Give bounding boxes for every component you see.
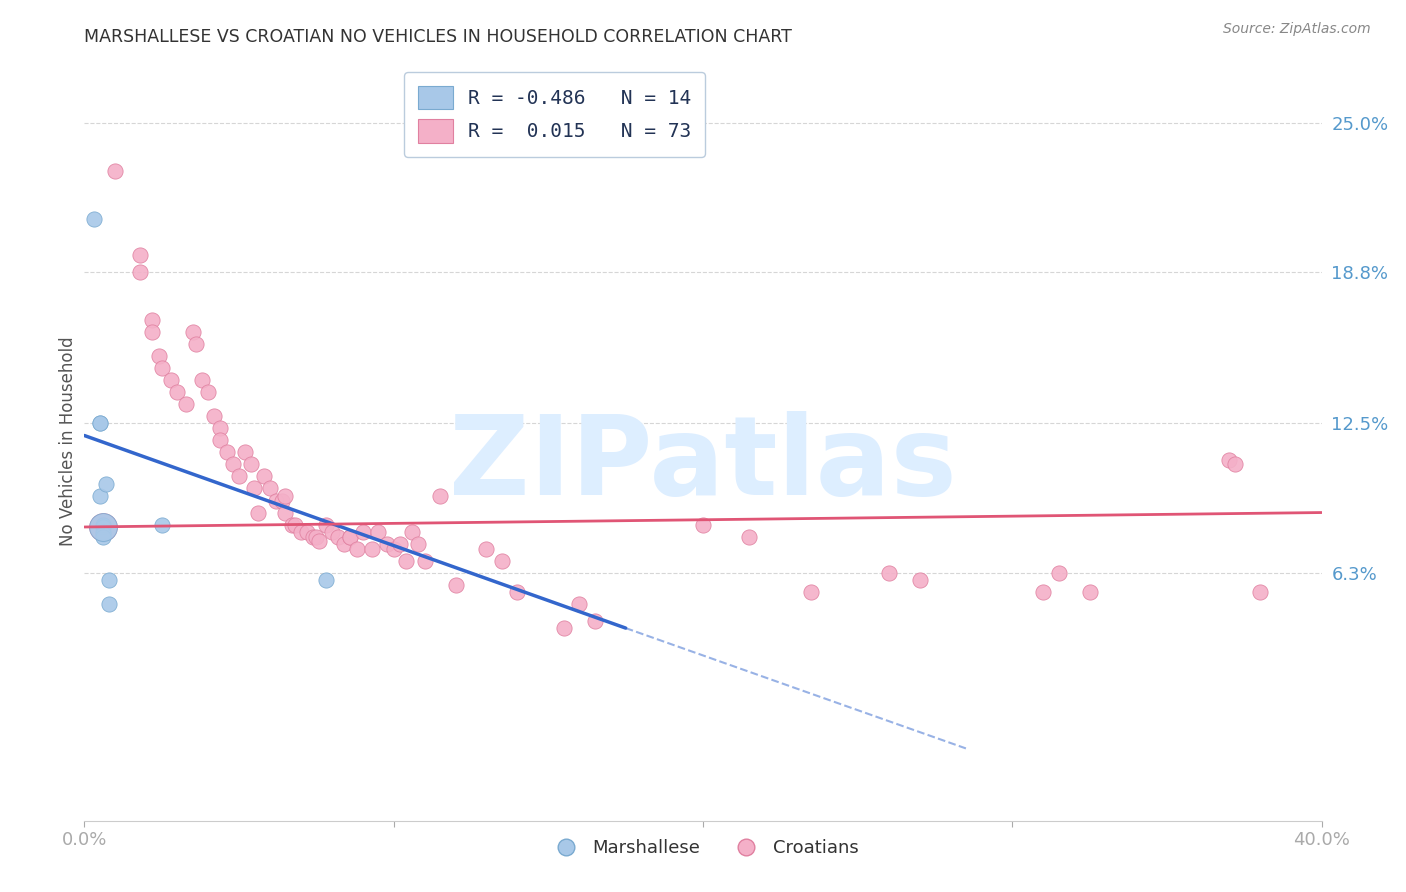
Point [692, 517, 714, 532]
Point [284, 517, 307, 532]
Point [233, 445, 256, 459]
Point [583, 614, 606, 628]
Point [91, 524, 114, 539]
Point [274, 489, 297, 503]
Point [150, 517, 173, 532]
Point [339, 530, 361, 544]
Point [91, 520, 114, 534]
Point [94, 476, 117, 491]
Point [1218, 452, 1240, 467]
Point [166, 385, 188, 400]
Point [333, 537, 356, 551]
Point [413, 554, 436, 568]
Legend: Marshallese, Croatians: Marshallese, Croatians [540, 832, 866, 864]
Point [738, 530, 761, 544]
Point [240, 458, 263, 472]
Point [352, 524, 374, 539]
Point [91, 520, 114, 534]
Point [444, 578, 467, 592]
Point [408, 537, 430, 551]
Point [377, 537, 399, 551]
Point [191, 373, 214, 387]
Point [305, 530, 328, 544]
Point [215, 445, 238, 459]
Point [141, 325, 163, 339]
Point [160, 373, 183, 387]
Point [506, 585, 529, 599]
Point [800, 585, 823, 599]
Point [246, 506, 269, 520]
Point [553, 621, 575, 635]
Point [98, 573, 121, 587]
Point [395, 554, 418, 568]
Point [89, 489, 111, 503]
Point [326, 530, 349, 544]
Text: ZIPatlas: ZIPatlas [449, 411, 957, 517]
Point [321, 524, 343, 539]
Point [429, 489, 451, 503]
Point [1223, 458, 1246, 472]
Point [228, 469, 250, 483]
Point [89, 417, 111, 431]
Point [274, 506, 297, 520]
Point [209, 421, 232, 435]
Point [129, 248, 152, 262]
Point [280, 517, 302, 532]
Point [1078, 585, 1101, 599]
Text: MARSHALLESE VS CROATIAN NO VEHICLES IN HOUSEHOLD CORRELATION CHART: MARSHALLESE VS CROATIAN NO VEHICLES IN H… [84, 28, 792, 45]
Point [202, 409, 225, 424]
Point [91, 517, 114, 532]
Point [1032, 585, 1054, 599]
Point [259, 482, 281, 496]
Point [243, 482, 266, 496]
Point [83, 211, 105, 226]
Point [1047, 566, 1070, 580]
Point [209, 434, 232, 448]
Point [290, 524, 312, 539]
Point [98, 597, 121, 611]
Point [91, 520, 114, 534]
Point [129, 265, 152, 279]
Point [104, 163, 127, 178]
Point [388, 537, 411, 551]
Point [148, 349, 170, 363]
Point [346, 541, 368, 556]
Point [176, 397, 198, 411]
Point [91, 527, 114, 541]
Point [141, 313, 163, 327]
Point [361, 541, 384, 556]
Point [401, 524, 423, 539]
Point [568, 597, 591, 611]
Point [315, 573, 337, 587]
Point [264, 493, 287, 508]
Point [89, 417, 111, 431]
Point [367, 524, 389, 539]
Point [382, 541, 405, 556]
Y-axis label: No Vehicles in Household: No Vehicles in Household [59, 336, 77, 547]
Point [91, 530, 114, 544]
Point [315, 517, 337, 532]
Point [308, 534, 330, 549]
Point [184, 337, 207, 351]
Point [475, 541, 498, 556]
Point [181, 325, 204, 339]
Point [908, 573, 931, 587]
Point [197, 385, 219, 400]
Point [295, 524, 318, 539]
Point [150, 361, 173, 376]
Point [339, 530, 361, 544]
Point [253, 469, 276, 483]
Point [302, 530, 325, 544]
Text: Source: ZipAtlas.com: Source: ZipAtlas.com [1223, 22, 1371, 37]
Point [1249, 585, 1271, 599]
Point [877, 566, 900, 580]
Point [271, 493, 294, 508]
Point [491, 554, 513, 568]
Point [222, 458, 245, 472]
